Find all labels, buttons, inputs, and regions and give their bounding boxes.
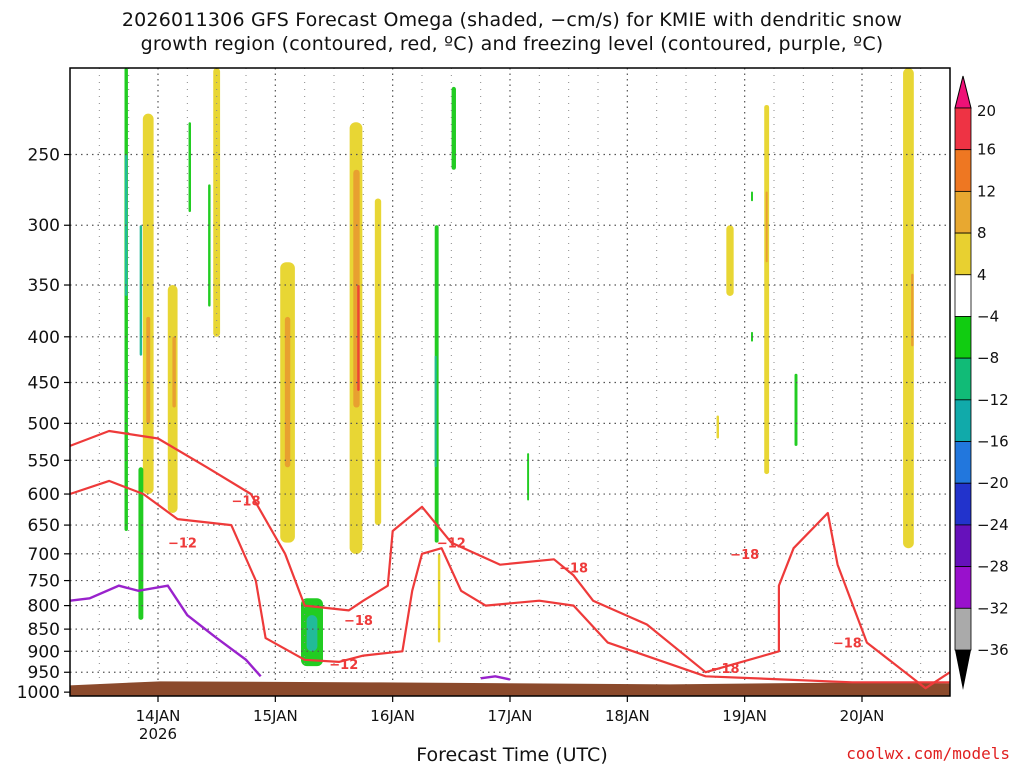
y-tick-label: 650 xyxy=(28,516,60,536)
y-tick-label: 1000 xyxy=(17,683,60,703)
omega-shade-green xyxy=(451,86,456,170)
colorbar-swatch xyxy=(954,274,972,317)
y-tick-label: 550 xyxy=(28,451,60,471)
colorbar-swatch xyxy=(954,107,972,151)
omega-shade-green xyxy=(208,184,211,307)
omega-shade-teal xyxy=(434,355,437,468)
omega-shade-orange xyxy=(172,336,176,408)
colorbar-swatch xyxy=(954,524,972,568)
colorbar-label: −12 xyxy=(977,391,1009,409)
colorbar-label: 16 xyxy=(977,141,996,159)
colorbar-label: −8 xyxy=(977,349,999,367)
y-tick-label: 950 xyxy=(28,663,60,683)
colorbar-swatch xyxy=(954,316,972,359)
omega-shade-yellow xyxy=(764,104,770,475)
y-tick-label: 350 xyxy=(28,276,60,296)
x-tick-label: 18JAN xyxy=(605,707,650,725)
y-tick-label: 900 xyxy=(28,642,60,662)
freezing-level-contour xyxy=(480,675,511,681)
credit-text: coolwx.com/models xyxy=(846,744,1010,763)
chart-title-line-2: growth region (contoured, red, ºC) and f… xyxy=(140,33,884,55)
colorbar-label: −16 xyxy=(977,433,1009,451)
y-tick-label: 500 xyxy=(28,414,60,434)
x-tick-label: 19JAN xyxy=(722,707,767,725)
colorbar-swatch xyxy=(954,399,972,442)
dgz-contour-red xyxy=(70,429,950,690)
omega-shade-orange xyxy=(146,316,151,424)
omega-shade-teal xyxy=(306,615,318,652)
omega-shade-green xyxy=(188,122,191,213)
y-tick-label: 750 xyxy=(28,572,60,592)
omega-shade-yellow xyxy=(142,113,154,495)
omega-shade-yellow xyxy=(213,68,221,337)
contour-label: −18 xyxy=(711,662,740,677)
y-tick-label: 600 xyxy=(28,485,60,505)
contour-label: −18 xyxy=(730,548,759,563)
omega-shade-orange xyxy=(911,273,914,347)
omega-shade-orange xyxy=(284,316,291,468)
colorbar-swatch xyxy=(954,441,972,484)
colorbar-label: 8 xyxy=(977,224,987,242)
colorbar-swatch xyxy=(954,149,972,192)
omega-shade-teal xyxy=(139,225,143,356)
omega-shade-green xyxy=(124,68,128,532)
y-tick-label: 400 xyxy=(28,328,60,348)
colorbar-label: −32 xyxy=(977,599,1009,617)
contour-label: −18 xyxy=(559,561,588,576)
omega-shade-red xyxy=(357,285,360,392)
colorbar-swatch xyxy=(954,232,972,276)
colorbar-label: 4 xyxy=(977,266,987,284)
colorbar-label: 20 xyxy=(977,102,996,120)
y-tick-label: 300 xyxy=(28,216,60,236)
y-tick-label: 700 xyxy=(28,545,60,565)
y-tick-label: 800 xyxy=(28,597,60,617)
chart-title-line-1: 2026011306 GFS Forecast Omega (shaded, −… xyxy=(121,9,903,31)
dgz-contour-red xyxy=(70,479,950,684)
y-tick-label: 450 xyxy=(28,373,60,393)
colorbar-top-arrow xyxy=(954,75,972,109)
colorbar-bottom-arrow xyxy=(955,650,971,690)
contour-label: −12 xyxy=(168,537,197,552)
omega-shade-green xyxy=(527,453,530,501)
omega-shade-green xyxy=(751,191,753,202)
colorbar-swatch xyxy=(954,482,972,526)
contour-label: −12 xyxy=(437,537,466,552)
omega-shade-yellow xyxy=(437,553,441,643)
x-tick-sublabel: 2026 xyxy=(139,725,177,743)
omega-shade-green xyxy=(138,467,144,620)
contour-label: −18 xyxy=(344,614,373,629)
x-tick-label: 20JAN xyxy=(840,707,885,725)
omega-shade-yellow xyxy=(903,68,914,549)
colorbar-label: 12 xyxy=(977,182,996,200)
colorbar-label: −24 xyxy=(977,516,1009,534)
colorbar-swatch xyxy=(954,607,972,651)
contour-label: −18 xyxy=(232,494,261,509)
x-tick-label: 14JAN xyxy=(136,707,181,725)
colorbar-label: −36 xyxy=(977,641,1009,659)
x-tick-label: 17JAN xyxy=(488,707,533,725)
colorbar-swatch xyxy=(954,357,972,401)
y-tick-label: 850 xyxy=(28,620,60,640)
colorbar-swatch xyxy=(954,190,972,234)
x-tick-label: 15JAN xyxy=(253,707,298,725)
omega-shade-yellow xyxy=(716,415,719,439)
omega-shade-orange xyxy=(765,191,768,263)
colorbar-label: −4 xyxy=(977,307,999,325)
x-axis-label: Forecast Time (UTC) xyxy=(416,744,608,766)
omega-shade-green xyxy=(794,373,798,446)
colorbar-label: −28 xyxy=(977,558,1009,576)
colorbar-swatch xyxy=(954,566,972,609)
y-tick-label: 250 xyxy=(28,146,60,166)
contour-label: −12 xyxy=(329,658,358,673)
ground-surface xyxy=(70,681,950,696)
omega-shade-yellow xyxy=(374,198,382,526)
freezing-level-contour xyxy=(70,584,262,678)
x-tick-label: 16JAN xyxy=(370,707,415,725)
contour-label: −18 xyxy=(833,637,862,652)
omega-shade-yellow xyxy=(726,225,734,296)
colorbar-label: −20 xyxy=(977,474,1009,492)
